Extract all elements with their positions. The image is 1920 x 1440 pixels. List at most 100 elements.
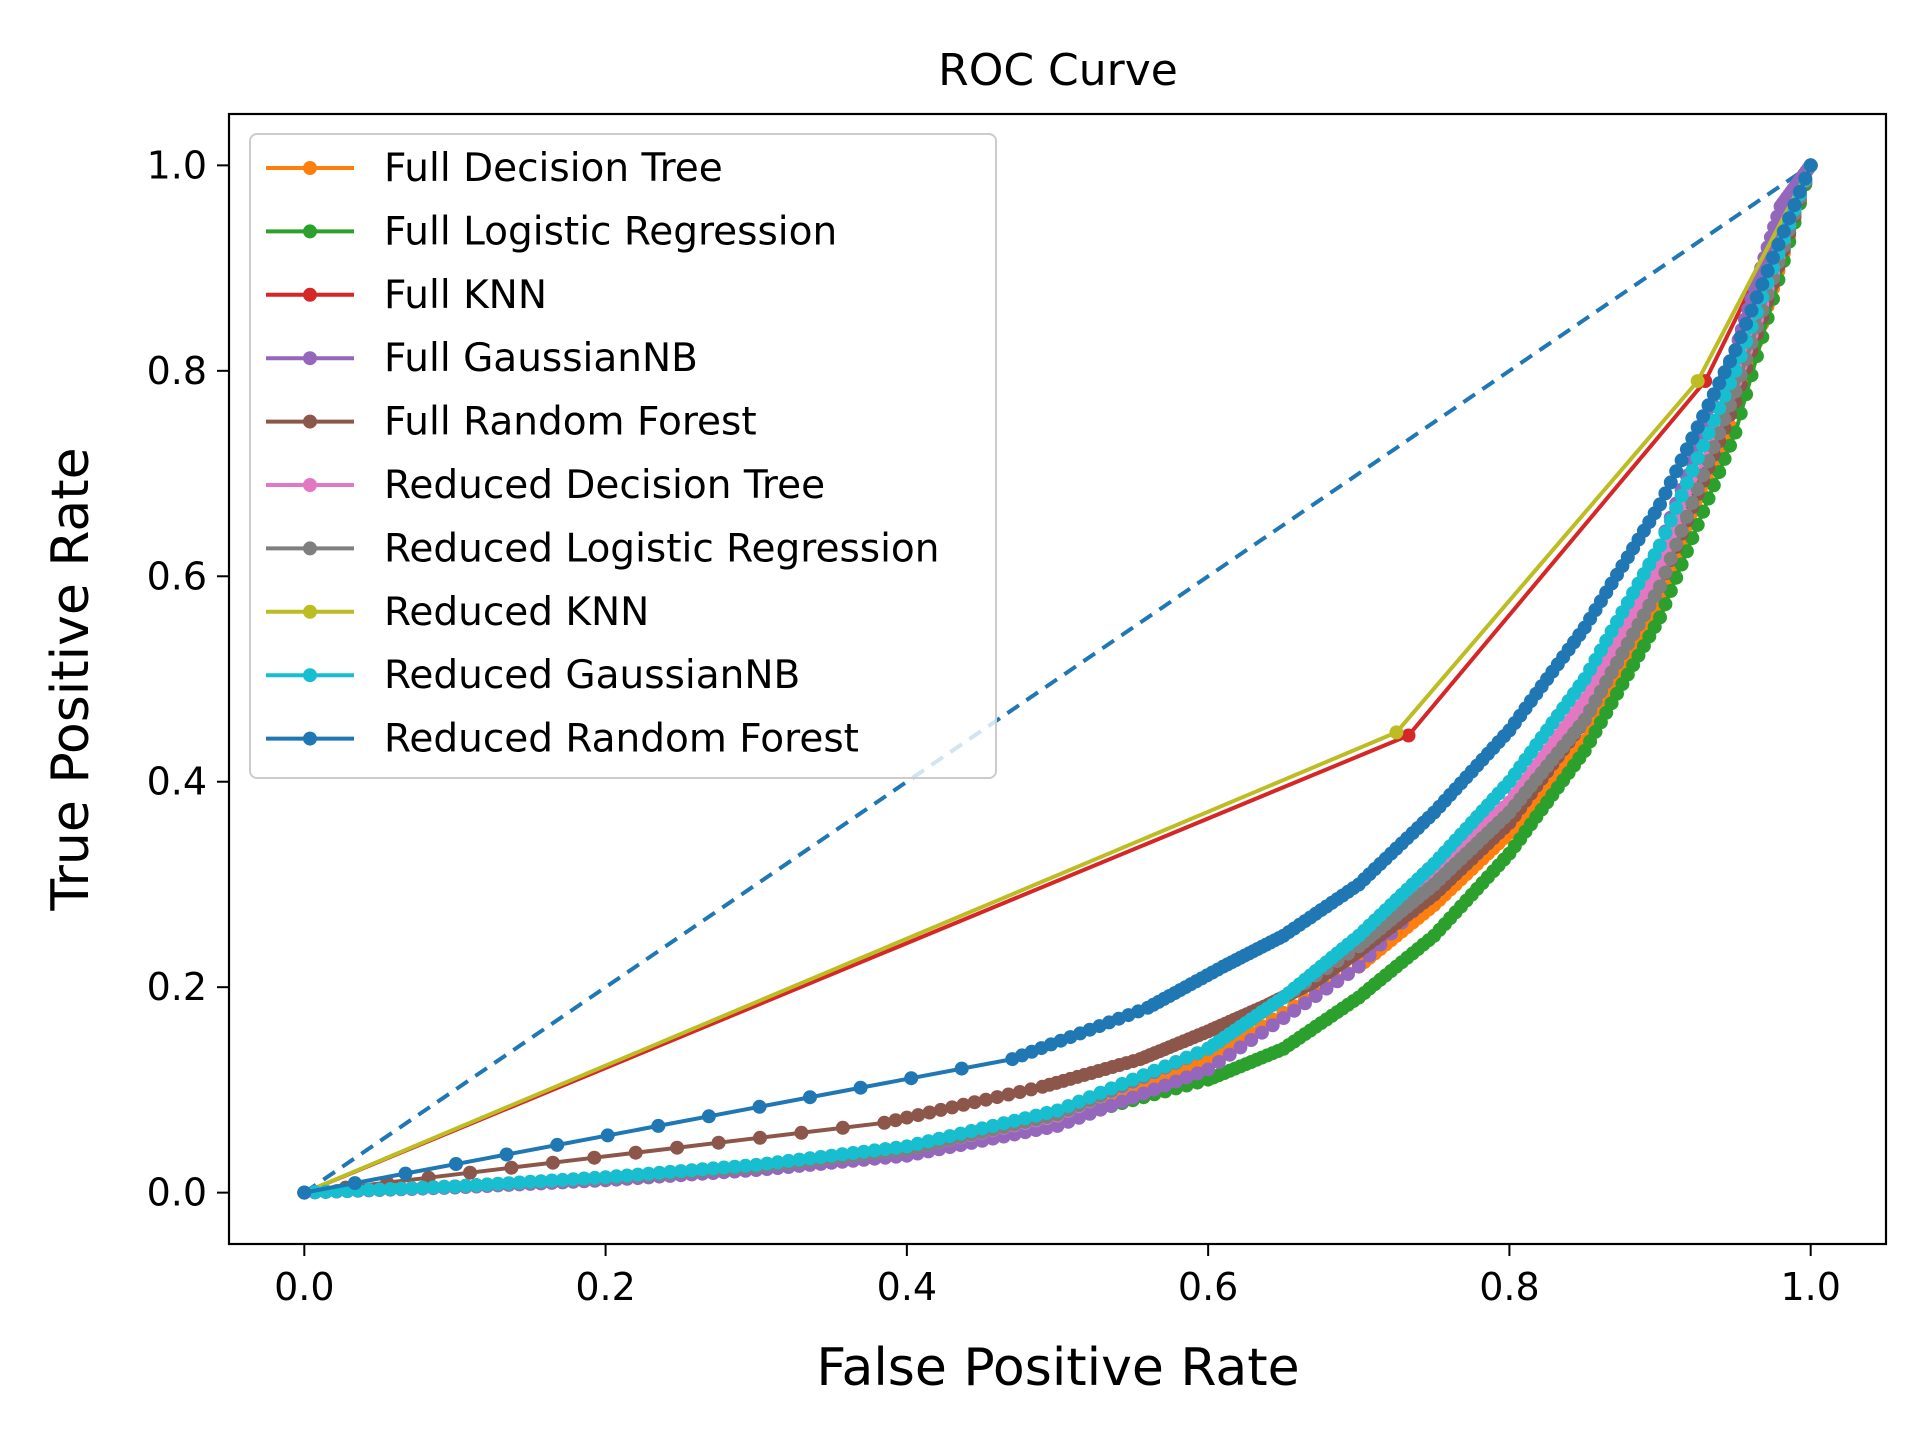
data-point [1669,501,1684,515]
data-point [1115,1094,1130,1109]
data-point [1158,1078,1173,1093]
legend-swatch-marker [303,668,317,683]
data-point [1663,583,1678,598]
data-point [1663,551,1678,566]
data-point [1168,1074,1183,1089]
series-reduced-gaussiannb [297,158,1818,1200]
data-point [1072,1094,1086,1109]
data-point [1766,250,1780,265]
data-point [361,1183,376,1197]
data-point [803,1151,817,1166]
x-tick-label: 0.6 [1178,1265,1238,1309]
data-point [663,1164,678,1179]
data-point [1701,454,1716,469]
data-point [628,1145,643,1160]
data-point [867,1143,882,1158]
data-point [651,1118,666,1133]
data-point [945,1100,960,1115]
data-point [499,1147,514,1162]
x-axis-label: False Positive Rate [816,1338,1299,1398]
data-point [1190,1066,1205,1081]
data-point [1712,426,1727,441]
data-point [1211,1055,1226,1069]
data-point [1782,211,1797,226]
data-point [1701,491,1716,506]
data-point [990,1090,1005,1105]
data-point [1308,989,1323,1003]
data-point [1061,1099,1076,1114]
data-point [967,1095,982,1110]
data-point [1201,1062,1216,1077]
data-point [1717,388,1732,403]
data-point [1669,570,1684,585]
data-point [1787,198,1802,212]
data-point [835,1147,850,1162]
data-point [1319,981,1334,996]
data-point [1072,1110,1086,1125]
y-axis-label: True Positive Rate [41,447,101,911]
y-tick-label: 0.2 [147,965,207,1009]
data-point [1733,330,1748,345]
data-point [835,1120,850,1135]
data-point [975,1121,990,1136]
data-point [803,1090,817,1105]
data-point [641,1166,656,1181]
data-point [904,1071,919,1086]
x-tick-label: 0.4 [877,1265,937,1309]
data-point [1341,967,1355,981]
data-point [504,1160,519,1175]
data-point [1679,509,1694,524]
data-point [1653,579,1667,594]
data-point [933,1102,948,1117]
data-point [1168,1055,1183,1069]
data-point [1029,1108,1043,1123]
data-point [1265,1018,1280,1033]
data-point [1674,453,1689,468]
data-point [824,1148,839,1163]
data-point [398,1166,413,1181]
data-point [1024,1082,1039,1097]
data-point [383,1182,398,1197]
data-point [921,1134,936,1149]
data-point [1685,431,1700,446]
data-point [480,1177,495,1192]
data-point [1706,478,1721,493]
data-point [1690,374,1705,389]
data-point [1104,1098,1119,1113]
data-point [372,1182,387,1197]
data-point [523,1174,538,1189]
data-point [1222,1047,1237,1062]
data-point [297,1185,312,1200]
data-point [794,1125,809,1140]
data-point [1179,1050,1194,1065]
data-point [1712,401,1727,416]
data-point [598,1170,613,1185]
y-tick-label: 0.8 [147,349,207,393]
data-point [1653,538,1667,553]
data-point [458,1178,473,1193]
data-point [1685,495,1700,510]
data-point [716,1160,731,1175]
legend-item-reduced-gaussiannb: Reduced GaussianNB [266,653,800,698]
data-point [1685,463,1700,478]
data-point [437,1179,452,1194]
legend: Full Decision Tree Full Logistic Regressi… [249,133,997,779]
data-point [587,1170,602,1185]
data-point [1190,1046,1205,1061]
data-point [1690,451,1705,466]
data-point [910,1136,925,1151]
reference-diagonal-line [303,163,1812,1195]
data-point [953,1126,968,1141]
data-point [1658,486,1673,501]
legend-label: Full Random Forest [384,400,757,445]
data-point [781,1153,796,1168]
y-tick-label: 0.0 [147,1171,207,1215]
legend-item-reduced-logistic-regression: Reduced Logistic Regression [266,526,940,571]
data-point [1706,387,1721,402]
x-tick-label: 0.8 [1479,1265,1539,1309]
data-point [813,1150,828,1164]
data-point [760,1156,774,1171]
data-point [1690,517,1705,532]
data-point [1093,1085,1108,1100]
